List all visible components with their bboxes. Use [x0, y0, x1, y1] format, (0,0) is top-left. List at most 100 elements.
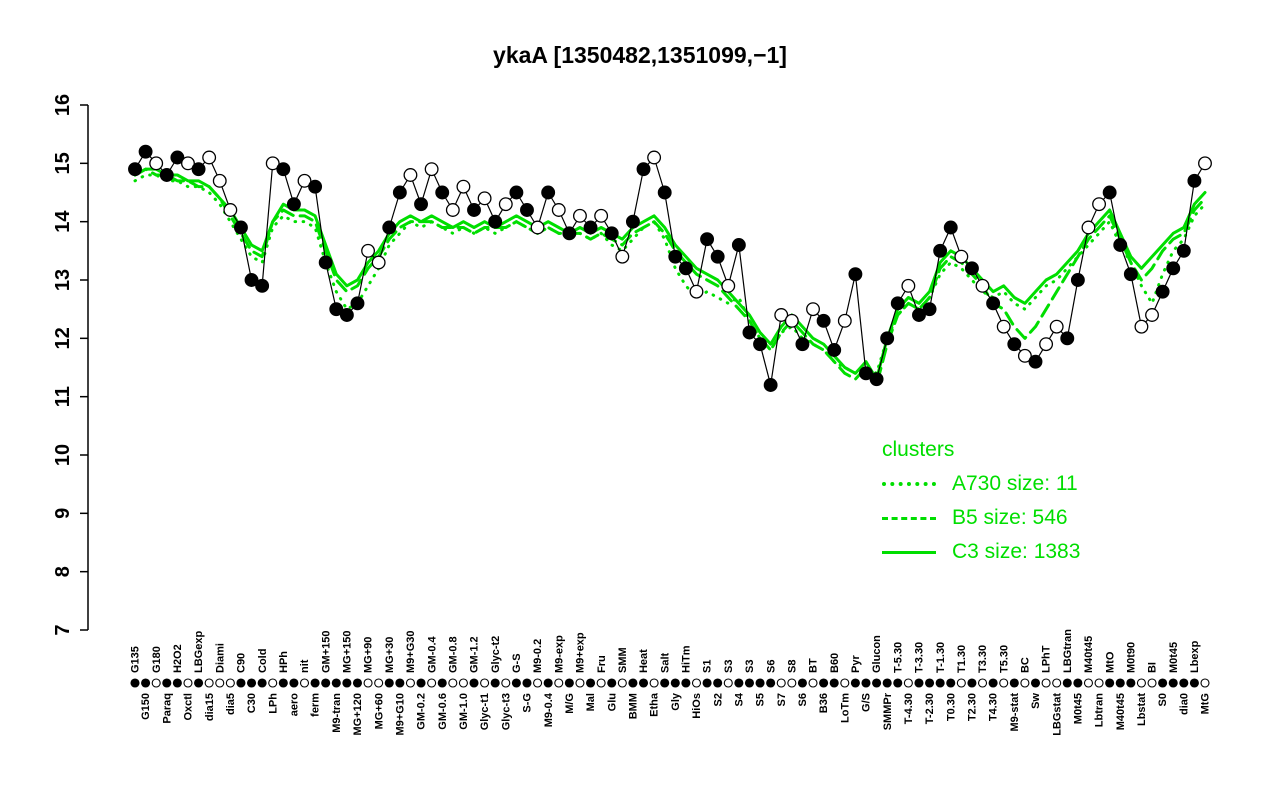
condition-strip-dot	[988, 678, 998, 688]
x-condition-label: ferm	[310, 693, 322, 717]
x-condition-label: M9+G10	[394, 693, 406, 736]
condition-strip-dot	[427, 678, 437, 688]
x-condition-label: M0t90	[1125, 642, 1137, 673]
condition-strip-dot	[882, 678, 892, 688]
x-condition-label: Paraq	[161, 693, 173, 724]
condition-strip-dot	[490, 678, 500, 688]
condition-strip-dot	[797, 678, 807, 688]
data-point-filled	[1113, 238, 1128, 252]
condition-strip-dot	[755, 678, 765, 688]
data-point-open	[1092, 197, 1107, 212]
data-point-open	[456, 179, 471, 194]
data-point-open	[774, 308, 789, 322]
x-condition-label: S7	[776, 693, 788, 706]
x-condition-label: M40t45	[1115, 693, 1127, 730]
data-point-filled	[912, 308, 926, 322]
x-condition-label: S6	[765, 660, 777, 673]
condition-strip-dot	[1179, 678, 1189, 688]
condition-strip-dot	[395, 678, 405, 688]
condition-strip-dot	[660, 678, 670, 688]
x-condition-label: T5.30	[998, 645, 1010, 673]
condition-strip-dot	[999, 678, 1009, 688]
condition-strip-dot	[1105, 678, 1115, 688]
x-condition-label: S6	[797, 693, 809, 706]
x-condition-label: GM-0.4	[426, 635, 438, 673]
condition-strip-dot	[215, 678, 225, 688]
data-point-open	[202, 150, 217, 165]
condition-strip-dot	[1041, 678, 1051, 688]
x-condition-label: Lbexp	[1189, 640, 1201, 673]
x-condition-label: G135	[130, 646, 142, 673]
data-point-filled	[1102, 185, 1117, 200]
x-condition-label: Glyc-t2	[490, 636, 502, 673]
y-tick-label: 11	[52, 386, 74, 407]
y-tick-label: 9	[52, 508, 74, 519]
x-condition-label: M40t45	[1083, 636, 1095, 673]
x-condition-label: Pyr	[850, 655, 862, 673]
condition-strip-dot	[543, 678, 553, 688]
data-point-filled	[159, 168, 174, 182]
condition-strip-dot	[194, 678, 204, 688]
data-point-filled	[869, 372, 884, 387]
dotted-line-icon	[882, 482, 936, 486]
x-condition-label: S1	[702, 660, 714, 673]
condition-strip-dot	[310, 678, 320, 688]
data-point-filled	[668, 249, 683, 264]
x-condition-label: BC	[1020, 657, 1032, 673]
legend-entry-label: B5 size: 546	[952, 506, 1068, 529]
cluster-line-C3	[133, 167, 1207, 381]
data-point-filled	[986, 296, 1001, 311]
data-point-filled	[636, 162, 651, 177]
condition-strip-dot	[1020, 678, 1030, 688]
condition-strip-dot	[766, 678, 776, 688]
condition-strip-dot	[872, 678, 882, 688]
data-point-filled	[191, 162, 206, 177]
condition-strip-dot	[956, 678, 966, 688]
data-point-filled	[922, 302, 937, 317]
x-condition-label: Mal	[585, 693, 597, 711]
x-condition-label: T-3.30	[914, 642, 926, 673]
x-condition-label: S8	[786, 660, 798, 673]
data-point-open	[361, 243, 376, 258]
condition-strip-dot	[1158, 678, 1168, 688]
condition-strip-dot	[903, 678, 913, 688]
condition-strip-dot	[554, 678, 564, 688]
data-point-filled	[583, 220, 598, 235]
x-condition-label: Glucon	[871, 635, 883, 673]
x-condition-label: M0t45	[1073, 693, 1085, 724]
solid-line-icon	[882, 550, 936, 554]
data-point-open	[1017, 348, 1032, 363]
x-condition-label: LPh	[267, 693, 279, 714]
condition-strip-dot	[257, 678, 267, 688]
legend-entry-b5: B5 size: 546	[882, 506, 1080, 530]
x-condition-label: MtO	[1104, 651, 1116, 673]
legend-title: clusters	[882, 438, 955, 461]
x-condition-label: S5	[755, 693, 767, 706]
data-point-open	[594, 208, 609, 223]
x-condition-label: GM-0.8	[447, 636, 459, 673]
data-point-filled	[233, 220, 248, 235]
data-point-filled	[382, 220, 397, 235]
data-point-filled	[880, 331, 895, 346]
condition-strip-dot	[236, 678, 246, 688]
data-point-filled	[562, 226, 577, 241]
legend-entry-a730: A730 size: 11	[882, 472, 1080, 496]
x-condition-label: LBGtran	[1062, 629, 1074, 673]
x-condition-label: dia15	[204, 693, 216, 721]
condition-strip-dot	[151, 678, 161, 688]
data-point-filled	[604, 226, 619, 241]
data-point-filled	[657, 185, 672, 200]
condition-strip-dot	[713, 678, 723, 688]
data-point-filled	[700, 232, 715, 247]
data-point-open	[265, 156, 280, 171]
condition-strip-dot	[925, 678, 935, 688]
data-point-open	[149, 156, 164, 171]
data-point-open	[498, 197, 513, 212]
x-condition-label: M9-tran	[331, 693, 343, 733]
x-condition-label: HiTm	[681, 645, 693, 673]
condition-strip-dot	[723, 678, 733, 688]
x-condition-label: LBGexp	[193, 631, 205, 673]
condition-strip-dot	[204, 678, 214, 688]
x-condition-label: G/S	[861, 693, 873, 712]
data-point-filled	[244, 273, 259, 287]
